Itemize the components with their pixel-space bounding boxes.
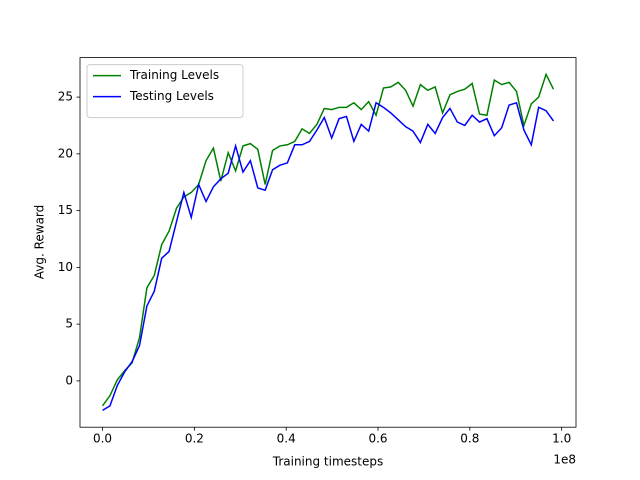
- x-tick-label: 0.0: [93, 432, 112, 446]
- x-tick-label: 0.8: [460, 432, 479, 446]
- x-tick-label: 1.0: [552, 432, 571, 446]
- y-tick-label: 5: [65, 317, 73, 331]
- y-tick-label: 10: [58, 260, 73, 274]
- x-tick-label: 0.4: [277, 432, 296, 446]
- x-tick-label: 0.6: [368, 432, 387, 446]
- y-tick-label: 0: [65, 373, 73, 387]
- y-axis-label: Avg. Reward: [33, 205, 47, 280]
- x-axis-label: Training timesteps: [272, 455, 383, 469]
- legend-label: Training Levels: [129, 68, 219, 82]
- x-tick-label: 0.2: [185, 432, 204, 446]
- series-line: [101, 72, 555, 407]
- y-tick-label: 20: [58, 146, 73, 160]
- series-line: [102, 101, 555, 412]
- y-tick-label: 15: [58, 203, 73, 217]
- x-offset-label: 1e8: [553, 453, 576, 467]
- legend-label: Testing Levels: [129, 89, 214, 103]
- legend-box: [86, 64, 244, 119]
- plot-frame: [79, 57, 577, 428]
- y-tick-label: 25: [58, 90, 73, 104]
